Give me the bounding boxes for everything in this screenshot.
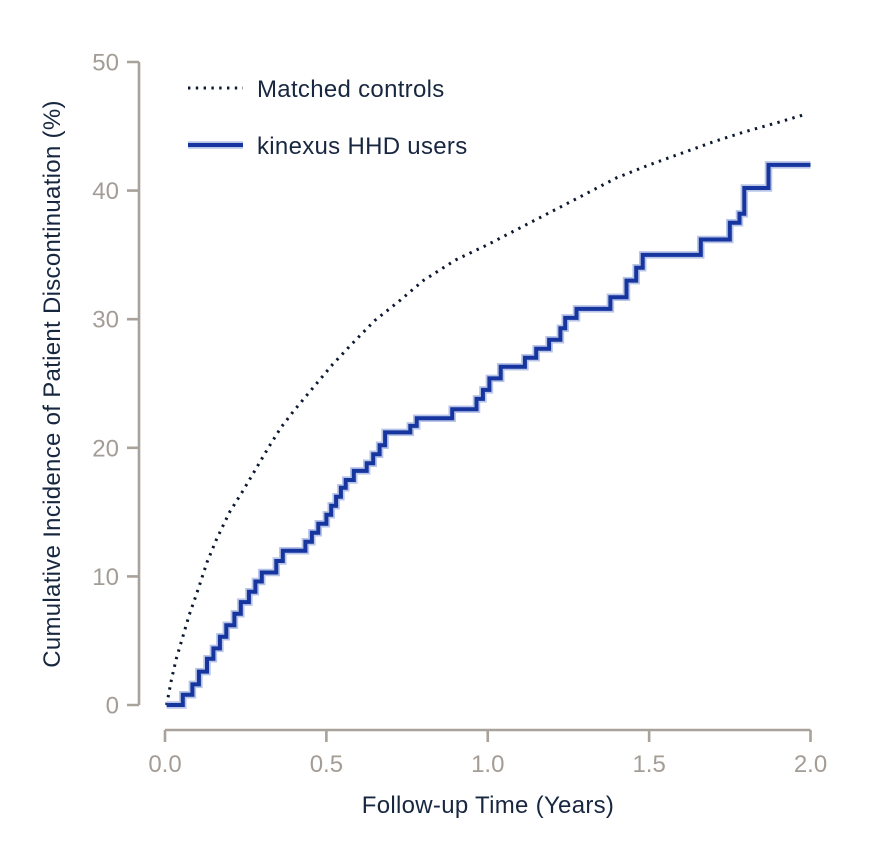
- y-tick-label: 50: [92, 50, 119, 77]
- y-tick-label: 20: [92, 435, 119, 462]
- x-tick-label: 1.0: [471, 751, 504, 778]
- legend: Matched controls kinexus HHD users: [188, 76, 468, 160]
- y-tick-label: 0: [106, 693, 119, 720]
- tick-labels: 0 10 20 30 40 50 0.0 0.5 1.0 1.5 2.0: [92, 50, 827, 779]
- y-tick-label: 30: [92, 307, 119, 334]
- legend-label-hhd-users: kinexus HHD users: [257, 133, 468, 160]
- x-tick-label: 2.0: [794, 751, 827, 778]
- y-axis-title: Cumulative Incidence of Patient Disconti…: [39, 100, 66, 668]
- x-tick-label: 1.5: [632, 751, 665, 778]
- y-tick-label: 10: [92, 564, 119, 591]
- hhd-users-curve: [166, 162, 811, 707]
- matched-controls-curve: [165, 113, 805, 706]
- x-tick-label: 0.5: [310, 751, 343, 778]
- x-axis-title: Follow-up Time (Years): [362, 792, 614, 819]
- hhd-users-curve-halo: [166, 161, 811, 709]
- curves: [165, 113, 811, 709]
- y-tick-label: 40: [92, 178, 119, 205]
- axes: [127, 60, 812, 742]
- legend-label-matched-controls: Matched controls: [257, 76, 445, 103]
- axis-lines: [127, 60, 812, 742]
- x-tick-label: 0.0: [148, 751, 181, 778]
